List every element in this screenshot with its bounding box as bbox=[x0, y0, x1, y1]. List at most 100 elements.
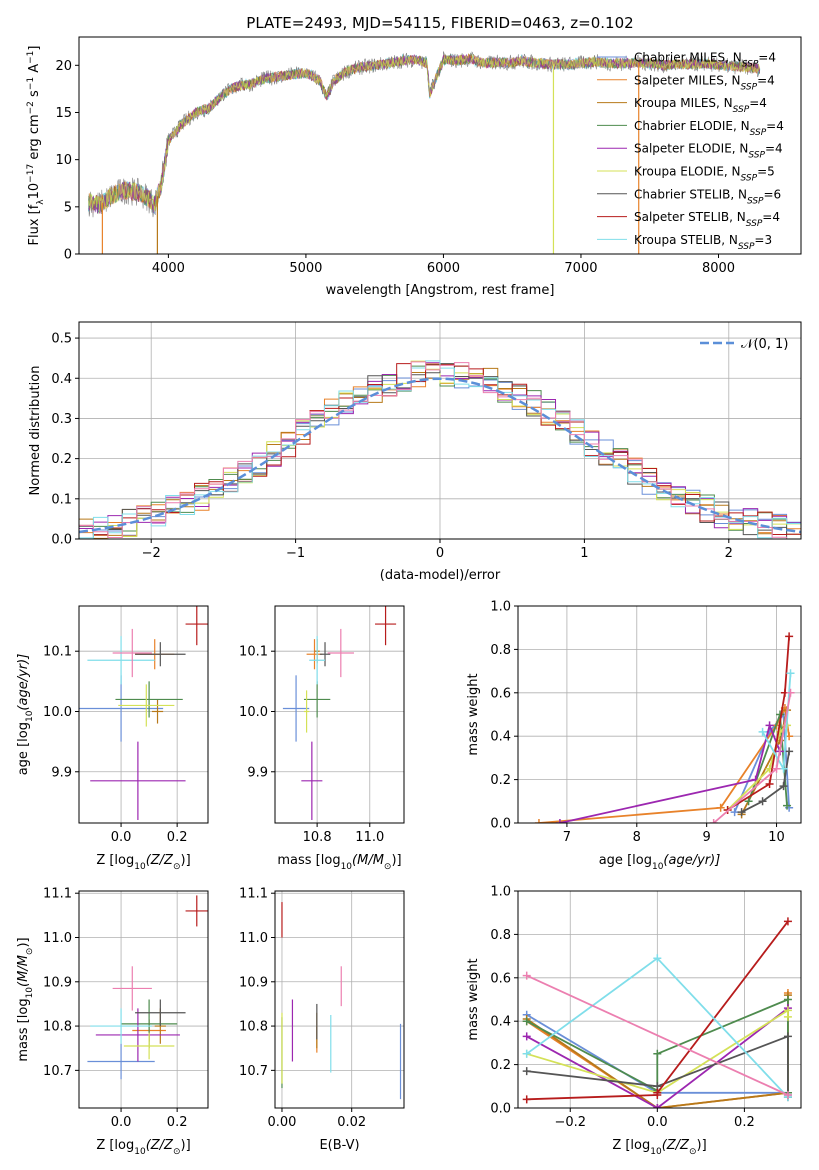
x-tick-label: 6000 bbox=[427, 261, 460, 276]
y-tick-label: 11.0 bbox=[43, 931, 72, 946]
y-tick-label: 5 bbox=[64, 200, 72, 215]
label-part: λ bbox=[36, 199, 46, 205]
legend-label: Chabrier MILES, NSSP=4 bbox=[634, 51, 776, 70]
weight-marker bbox=[783, 1032, 792, 1041]
label-part: Flux [f bbox=[27, 204, 42, 245]
weight-marker bbox=[758, 727, 767, 736]
weight-marker bbox=[765, 721, 774, 730]
legend-label: Chabrier STELIB, NSSP=6 bbox=[634, 187, 781, 206]
y-tick-label: 10.1 bbox=[239, 645, 268, 660]
x-tick-label: 8000 bbox=[702, 261, 735, 276]
plot-area bbox=[275, 891, 404, 1108]
label-part: =5 bbox=[757, 165, 775, 179]
weight-marker bbox=[783, 1090, 792, 1099]
label-part: SSP bbox=[750, 128, 767, 138]
label-part: 10 bbox=[25, 987, 35, 999]
label-part: 10 bbox=[25, 710, 35, 722]
axes-frame bbox=[78, 890, 209, 1109]
y-tick-label: 11.1 bbox=[43, 887, 72, 902]
x-axis-label: wavelength [Angstrom, rest frame] bbox=[326, 283, 555, 298]
chart-title: PLATE=2493, MJD=54115, FIBERID=0463, z=0… bbox=[246, 14, 633, 32]
x-tick-label: 5000 bbox=[289, 261, 322, 276]
y-tick-label: 0.8 bbox=[490, 643, 511, 658]
x-tick-label: 7000 bbox=[564, 261, 597, 276]
label-part: Chabrier ELODIE, N bbox=[634, 119, 750, 133]
label-part: ⊙ bbox=[384, 862, 392, 872]
plot-area bbox=[88, 50, 761, 254]
weight-marker bbox=[779, 782, 788, 791]
y-tick-label: 10.8 bbox=[239, 1020, 268, 1035]
weight-marker bbox=[783, 917, 792, 926]
y-tick-label: 0.2 bbox=[490, 773, 511, 788]
weight-marker bbox=[653, 954, 662, 963]
y-tick-label: 0.4 bbox=[51, 372, 72, 387]
label-part: mass [log bbox=[16, 998, 31, 1061]
axes-frame bbox=[78, 36, 802, 255]
x-tick-label: 0.2 bbox=[734, 1115, 755, 1130]
label-part: Salpeter STELIB, N bbox=[634, 210, 746, 224]
label-part: =4 bbox=[766, 119, 784, 133]
label-part: ⊙ bbox=[689, 1147, 697, 1157]
y-axis-label: Normed distribution bbox=[28, 366, 43, 496]
weight-marker bbox=[772, 764, 781, 773]
y-axis-label: age [log10(age/yr)] bbox=[16, 654, 35, 776]
y-tick-label: 10.9 bbox=[43, 975, 72, 990]
y-tick-label: 0.4 bbox=[490, 1015, 511, 1030]
x-tick-label: 11.0 bbox=[355, 830, 384, 845]
label-part: SSP bbox=[748, 151, 765, 161]
label-part: (Z/Z bbox=[146, 1138, 174, 1153]
label-part: SSP bbox=[733, 105, 750, 115]
label-part: Z [log bbox=[96, 1138, 134, 1153]
legend-label: Kroupa MILES, NSSP=4 bbox=[634, 96, 767, 115]
weight-marker bbox=[783, 801, 792, 810]
label-part: (M/M bbox=[16, 955, 31, 987]
axes-frame bbox=[517, 890, 802, 1109]
x-tick-label: 0.00 bbox=[267, 1115, 296, 1130]
y-tick-label: 0.2 bbox=[490, 1058, 511, 1073]
label-part: 10 bbox=[27, 183, 42, 200]
x-axis-label: E(B-V) bbox=[319, 1138, 359, 1153]
y-tick-label: 10.7 bbox=[239, 1064, 268, 1079]
label-part: ] bbox=[27, 46, 42, 51]
x-tick-label: 4000 bbox=[152, 261, 185, 276]
label-part: =6 bbox=[764, 187, 782, 201]
label-part: SSP bbox=[738, 242, 755, 252]
axes-frame bbox=[274, 890, 405, 1109]
y-tick-label: 10.7 bbox=[43, 1064, 72, 1079]
label-part: Z [log bbox=[612, 1138, 650, 1153]
weight-marker bbox=[737, 808, 746, 817]
weight-marker bbox=[522, 1067, 531, 1076]
y-tick-label: 0.0 bbox=[490, 817, 511, 832]
y-tick-label: 1.0 bbox=[490, 885, 511, 900]
y-tick-label: 10.0 bbox=[239, 705, 268, 720]
label-part: s bbox=[27, 90, 42, 101]
label-part: )] bbox=[697, 1138, 707, 1153]
legend-label: Salpeter ELODIE, NSSP=4 bbox=[634, 142, 783, 161]
x-axis-label: Z [log10(Z/Z⊙)] bbox=[96, 1138, 190, 1157]
y-tick-label: 20 bbox=[55, 59, 72, 74]
label-part: =3 bbox=[754, 233, 772, 247]
weight-marker bbox=[730, 808, 739, 817]
plot-area bbox=[79, 606, 208, 823]
label-part: )] bbox=[391, 853, 401, 868]
label-part: (Z/Z bbox=[662, 1138, 690, 1153]
y-tick-label: 0.6 bbox=[490, 971, 511, 986]
plot-area bbox=[79, 891, 208, 1108]
axes-frame bbox=[274, 605, 405, 824]
legend-label: Chabrier ELODIE, NSSP=4 bbox=[634, 119, 784, 138]
weight-marker bbox=[709, 819, 718, 823]
x-axis-label: mass [log10(M/M⊙)] bbox=[277, 853, 401, 872]
label-part: Salpeter ELODIE, N bbox=[634, 142, 748, 156]
label-part: Salpeter MILES, N bbox=[634, 73, 741, 87]
label-part: ⊙ bbox=[173, 1147, 181, 1157]
plot-area bbox=[79, 322, 801, 539]
y-tick-label: 0.0 bbox=[51, 533, 72, 548]
weight-line bbox=[526, 1007, 789, 1108]
label-part: SSP bbox=[741, 82, 758, 92]
y-axis-label: mass weight bbox=[466, 958, 481, 1040]
weight-line bbox=[727, 636, 790, 811]
weight-line bbox=[526, 974, 789, 1096]
x-tick-label: 0.2 bbox=[167, 1115, 188, 1130]
weight-marker bbox=[716, 803, 725, 812]
label-part: Kroupa ELODIE, N bbox=[634, 165, 741, 179]
